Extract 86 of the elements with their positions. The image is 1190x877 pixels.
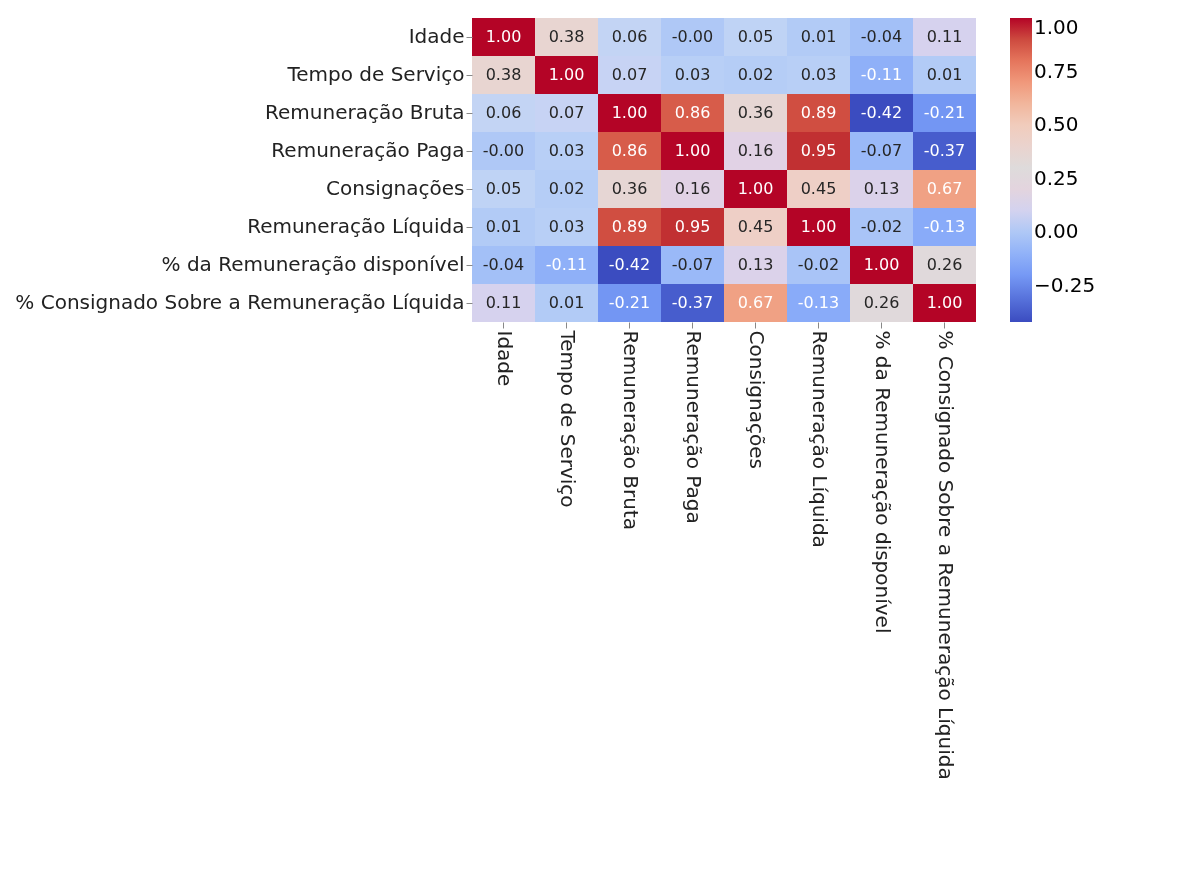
data-label: -0.00 <box>671 27 714 46</box>
data-label: -0.02 <box>797 255 840 274</box>
data-label: 0.26 <box>863 293 900 312</box>
data-label: 0.11 <box>485 293 522 312</box>
data-label: -0.00 <box>482 141 525 160</box>
x-tick-label: Remuneração Líquida <box>807 330 832 548</box>
data-label: 0.26 <box>926 255 963 274</box>
data-label: -0.13 <box>797 293 840 312</box>
x-tick-label: Remuneração Paga <box>681 330 706 524</box>
data-label: 0.01 <box>485 217 522 236</box>
data-label: 1.00 <box>737 179 774 198</box>
data-label: 0.07 <box>611 65 648 84</box>
data-label: -0.37 <box>923 141 966 160</box>
y-tick-label: % Consignado Sobre a Remuneração Líquida <box>15 290 465 314</box>
data-label: 0.38 <box>485 65 522 84</box>
y-tick-label: Consignações <box>326 176 465 200</box>
data-label: 0.06 <box>611 27 648 46</box>
data-label: 0.16 <box>674 179 711 198</box>
data-label: 1.00 <box>674 141 711 160</box>
data-label: 0.36 <box>611 179 648 198</box>
y-tick-label: Idade <box>408 24 465 48</box>
data-label: -0.07 <box>860 141 903 160</box>
data-label: 0.45 <box>737 217 774 236</box>
data-label: -0.02 <box>860 217 903 236</box>
data-label: 0.13 <box>737 255 774 274</box>
data-label: 1.00 <box>863 255 900 274</box>
data-label: -0.04 <box>482 255 525 274</box>
data-label: -0.21 <box>923 103 966 122</box>
data-label: 0.45 <box>800 179 837 198</box>
data-label: 0.03 <box>800 65 837 84</box>
x-tick-label: Tempo de Serviço <box>555 329 580 508</box>
data-label: 0.89 <box>611 217 648 236</box>
data-label: 1.00 <box>611 103 648 122</box>
data-label: 0.38 <box>548 27 585 46</box>
data-label: -0.11 <box>545 255 588 274</box>
color-bar-label: 0.00 <box>1034 219 1079 244</box>
data-label: 0.02 <box>548 179 585 198</box>
data-label: 0.95 <box>674 217 711 236</box>
data-label: 0.03 <box>548 141 585 160</box>
data-label: -0.07 <box>671 255 714 274</box>
data-label: 1.00 <box>926 293 963 312</box>
color-bar-label: 1.00 <box>1034 15 1079 39</box>
data-label: 0.36 <box>737 103 774 122</box>
data-label: -0.11 <box>860 65 903 84</box>
data-label: 0.67 <box>926 179 963 198</box>
data-label: 0.86 <box>611 141 648 160</box>
data-label: 0.05 <box>485 179 522 198</box>
data-label: 0.06 <box>485 103 522 122</box>
x-tick-label: % Consignado Sobre a Remuneração Líquida <box>933 330 958 780</box>
y-tick-label: Remuneração Bruta <box>265 100 465 124</box>
data-label: 0.07 <box>548 103 585 122</box>
color-bar-label: 0.50 <box>1034 112 1079 137</box>
data-label: 0.11 <box>926 27 963 46</box>
x-tick-label: Idade <box>492 330 517 387</box>
y-tick-label: Remuneração Líquida <box>247 214 465 238</box>
data-label: 0.01 <box>548 293 585 312</box>
data-label: 0.86 <box>674 103 711 122</box>
data-label: 0.13 <box>863 179 900 198</box>
data-label: 0.16 <box>737 141 774 160</box>
color-bar-label: 0.75 <box>1034 58 1079 83</box>
data-label: 0.67 <box>737 293 774 312</box>
y-tick-label: Remuneração Paga <box>271 138 465 162</box>
color-bar-label: 0.25 <box>1034 165 1079 190</box>
y-tick-label: % da Remuneração disponível <box>161 252 465 276</box>
data-label: 1.00 <box>800 217 837 236</box>
data-label: 0.03 <box>674 65 711 84</box>
data-label: -0.37 <box>671 293 714 312</box>
y-tick-label: Tempo de Serviço <box>286 62 465 86</box>
data-label: 0.02 <box>737 65 774 84</box>
data-label: 0.01 <box>800 27 837 46</box>
data-label: 0.03 <box>548 217 585 236</box>
data-label: 0.95 <box>800 141 837 160</box>
data-label: 1.00 <box>485 27 522 46</box>
data-label: 0.01 <box>926 65 963 84</box>
data-label: -0.42 <box>608 255 651 274</box>
data-label: 0.89 <box>800 103 837 122</box>
data-label: 1.00 <box>548 65 585 84</box>
data-label: -0.13 <box>923 217 966 236</box>
data-label: -0.42 <box>860 103 903 122</box>
data-label: -0.04 <box>860 27 903 46</box>
x-tick-label: Remuneração Bruta <box>618 330 643 530</box>
x-tick-label: % da Remuneração disponível <box>870 330 895 634</box>
data-label: 0.05 <box>737 27 774 46</box>
color-bar-label: −0.25 <box>1034 272 1096 297</box>
x-tick-label: Consignações <box>744 330 769 469</box>
data-label: -0.21 <box>608 293 651 312</box>
